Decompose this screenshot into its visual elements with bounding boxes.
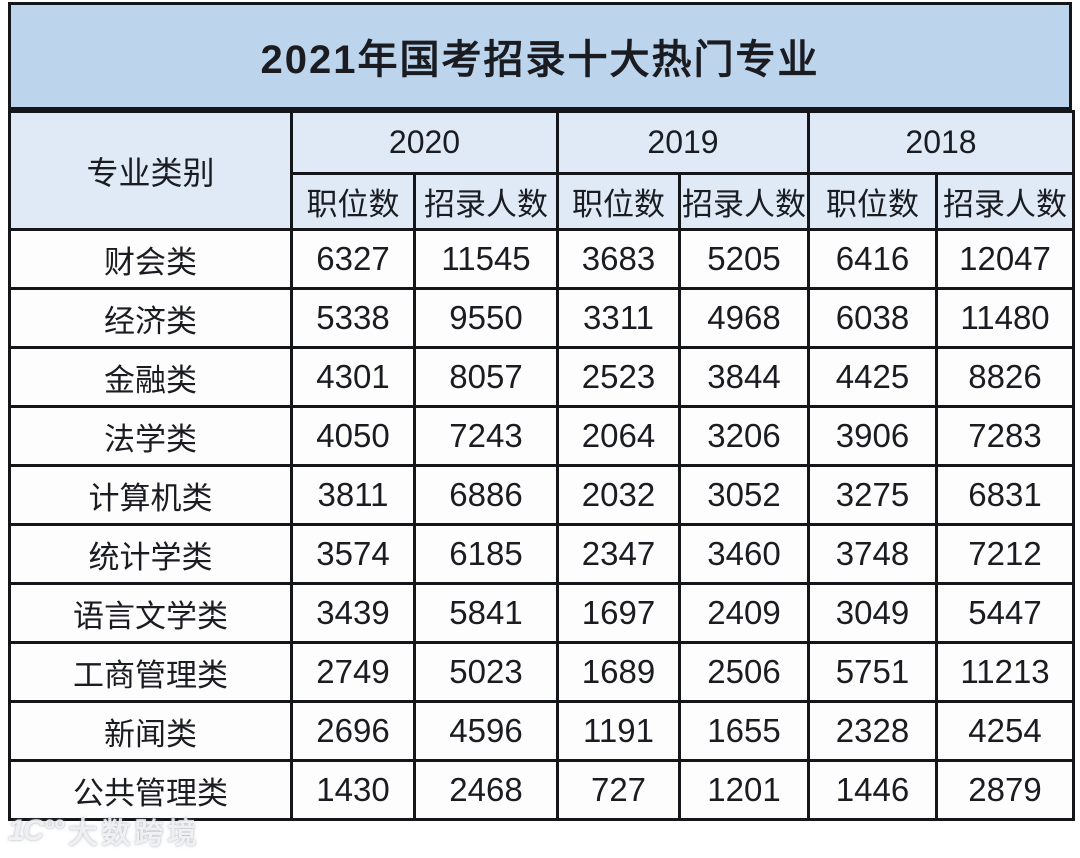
- table-body: 财会类 6327 11545 3683 5205 6416 12047 经济类 5338 9550…: [8, 228, 1075, 821]
- category-cell: 法学类: [8, 405, 293, 467]
- category-cell: 公共管理类: [8, 759, 293, 821]
- table-row: 金融类 4301 8057 2523 3844 4425 8826: [8, 346, 1075, 408]
- value-cell: 2523: [556, 346, 681, 408]
- value-cell: 5338: [290, 287, 416, 349]
- value-cell: 4425: [807, 346, 938, 408]
- column-header-positions-2018: 职位数: [807, 172, 938, 231]
- column-header-positions-2019: 职位数: [556, 172, 681, 231]
- value-cell: 3439: [290, 582, 416, 644]
- value-cell: 1446: [807, 759, 938, 821]
- value-cell: 3906: [807, 405, 938, 467]
- value-cell: 4050: [290, 405, 416, 467]
- category-cell: 统计学类: [8, 523, 293, 585]
- value-cell: 6416: [807, 228, 938, 290]
- value-cell: 5751: [807, 641, 938, 703]
- year-header-2019: 2019: [556, 110, 810, 175]
- column-header-recruits-2020: 招录人数: [413, 172, 559, 231]
- value-cell: 2749: [290, 641, 416, 703]
- value-cell: 5205: [678, 228, 810, 290]
- value-cell: 11545: [413, 228, 559, 290]
- title-bar: 2021年国考招录十大热门专业: [8, 2, 1072, 110]
- category-cell: 语言文学类: [8, 582, 293, 644]
- table-row: 公共管理类 1430 2468 727 1201 1446 2879: [8, 759, 1075, 821]
- value-cell: 6038: [807, 287, 938, 349]
- table-row: 统计学类 3574 6185 2347 3460 3748 7212: [8, 523, 1075, 585]
- category-cell: 计算机类: [8, 464, 293, 526]
- value-cell: 3844: [678, 346, 810, 408]
- value-cell: 3052: [678, 464, 810, 526]
- table-row: 财会类 6327 11545 3683 5205 6416 12047: [8, 228, 1075, 290]
- value-cell: 6185: [413, 523, 559, 585]
- category-cell: 新闻类: [8, 700, 293, 762]
- value-cell: 3049: [807, 582, 938, 644]
- value-cell: 4254: [935, 700, 1075, 762]
- value-cell: 2879: [935, 759, 1075, 821]
- value-cell: 11480: [935, 287, 1075, 349]
- table-row: 语言文学类 3439 5841 1697 2409 3049 5447: [8, 582, 1075, 644]
- value-cell: 7243: [413, 405, 559, 467]
- value-cell: 3683: [556, 228, 681, 290]
- value-cell: 1430: [290, 759, 416, 821]
- value-cell: 8057: [413, 346, 559, 408]
- value-cell: 2032: [556, 464, 681, 526]
- value-cell: 1689: [556, 641, 681, 703]
- table-header: 专业类别 2020 2019 2018 职位数 招录人数 职位数 招录人数 职位…: [8, 110, 1075, 231]
- value-cell: 3574: [290, 523, 416, 585]
- value-cell: 7212: [935, 523, 1075, 585]
- column-header-recruits-2019: 招录人数: [678, 172, 810, 231]
- majors-table: 专业类别 2020 2019 2018 职位数 招录人数 职位数 招录人数 职位…: [8, 110, 1075, 821]
- value-cell: 1201: [678, 759, 810, 821]
- value-cell: 3206: [678, 405, 810, 467]
- value-cell: 6831: [935, 464, 1075, 526]
- value-cell: 2347: [556, 523, 681, 585]
- subheader-row: 职位数 招录人数 职位数 招录人数 职位数 招录人数: [10, 172, 1075, 231]
- value-cell: 2409: [678, 582, 810, 644]
- table-row: 经济类 5338 9550 3311 4968 6038 11480: [8, 287, 1075, 349]
- value-cell: 5023: [413, 641, 559, 703]
- value-cell: 3275: [807, 464, 938, 526]
- value-cell: 2506: [678, 641, 810, 703]
- value-cell: 12047: [935, 228, 1075, 290]
- value-cell: 2328: [807, 700, 938, 762]
- value-cell: 2064: [556, 405, 681, 467]
- value-cell: 4596: [413, 700, 559, 762]
- value-cell: 11213: [935, 641, 1075, 703]
- value-cell: 9550: [413, 287, 559, 349]
- value-cell: 3460: [678, 523, 810, 585]
- column-header-positions-2020: 职位数: [290, 172, 416, 231]
- value-cell: 8826: [935, 346, 1075, 408]
- value-cell: 3311: [556, 287, 681, 349]
- category-cell: 经济类: [8, 287, 293, 349]
- value-cell: 3811: [290, 464, 416, 526]
- value-cell: 2468: [413, 759, 559, 821]
- table-row: 工商管理类 2749 5023 1689 2506 5751 11213: [8, 641, 1075, 703]
- value-cell: 1191: [556, 700, 681, 762]
- value-cell: 4301: [290, 346, 416, 408]
- value-cell: 2696: [290, 700, 416, 762]
- column-header-category: 专业类别: [8, 110, 293, 231]
- value-cell: 6886: [413, 464, 559, 526]
- year-header-2020: 2020: [290, 110, 559, 175]
- value-cell: 1697: [556, 582, 681, 644]
- category-cell: 工商管理类: [8, 641, 293, 703]
- category-cell: 财会类: [8, 228, 293, 290]
- value-cell: 4968: [678, 287, 810, 349]
- year-header-2018: 2018: [807, 110, 1075, 175]
- table-row: 新闻类 2696 4596 1191 1655 2328 4254: [8, 700, 1075, 762]
- category-cell: 金融类: [8, 346, 293, 408]
- page-title: 2021年国考招录十大热门专业: [260, 38, 820, 82]
- year-header-row: 专业类别 2020 2019 2018: [8, 110, 1075, 231]
- table-row: 计算机类 3811 6886 2032 3052 3275 6831: [8, 464, 1075, 526]
- column-header-recruits-2018: 招录人数: [935, 172, 1075, 231]
- value-cell: 1655: [678, 700, 810, 762]
- table-row: 法学类 4050 7243 2064 3206 3906 7283: [8, 405, 1075, 467]
- value-cell: 6327: [290, 228, 416, 290]
- value-cell: 5447: [935, 582, 1075, 644]
- value-cell: 3748: [807, 523, 938, 585]
- value-cell: 5841: [413, 582, 559, 644]
- value-cell: 7283: [935, 405, 1075, 467]
- value-cell: 727: [556, 759, 681, 821]
